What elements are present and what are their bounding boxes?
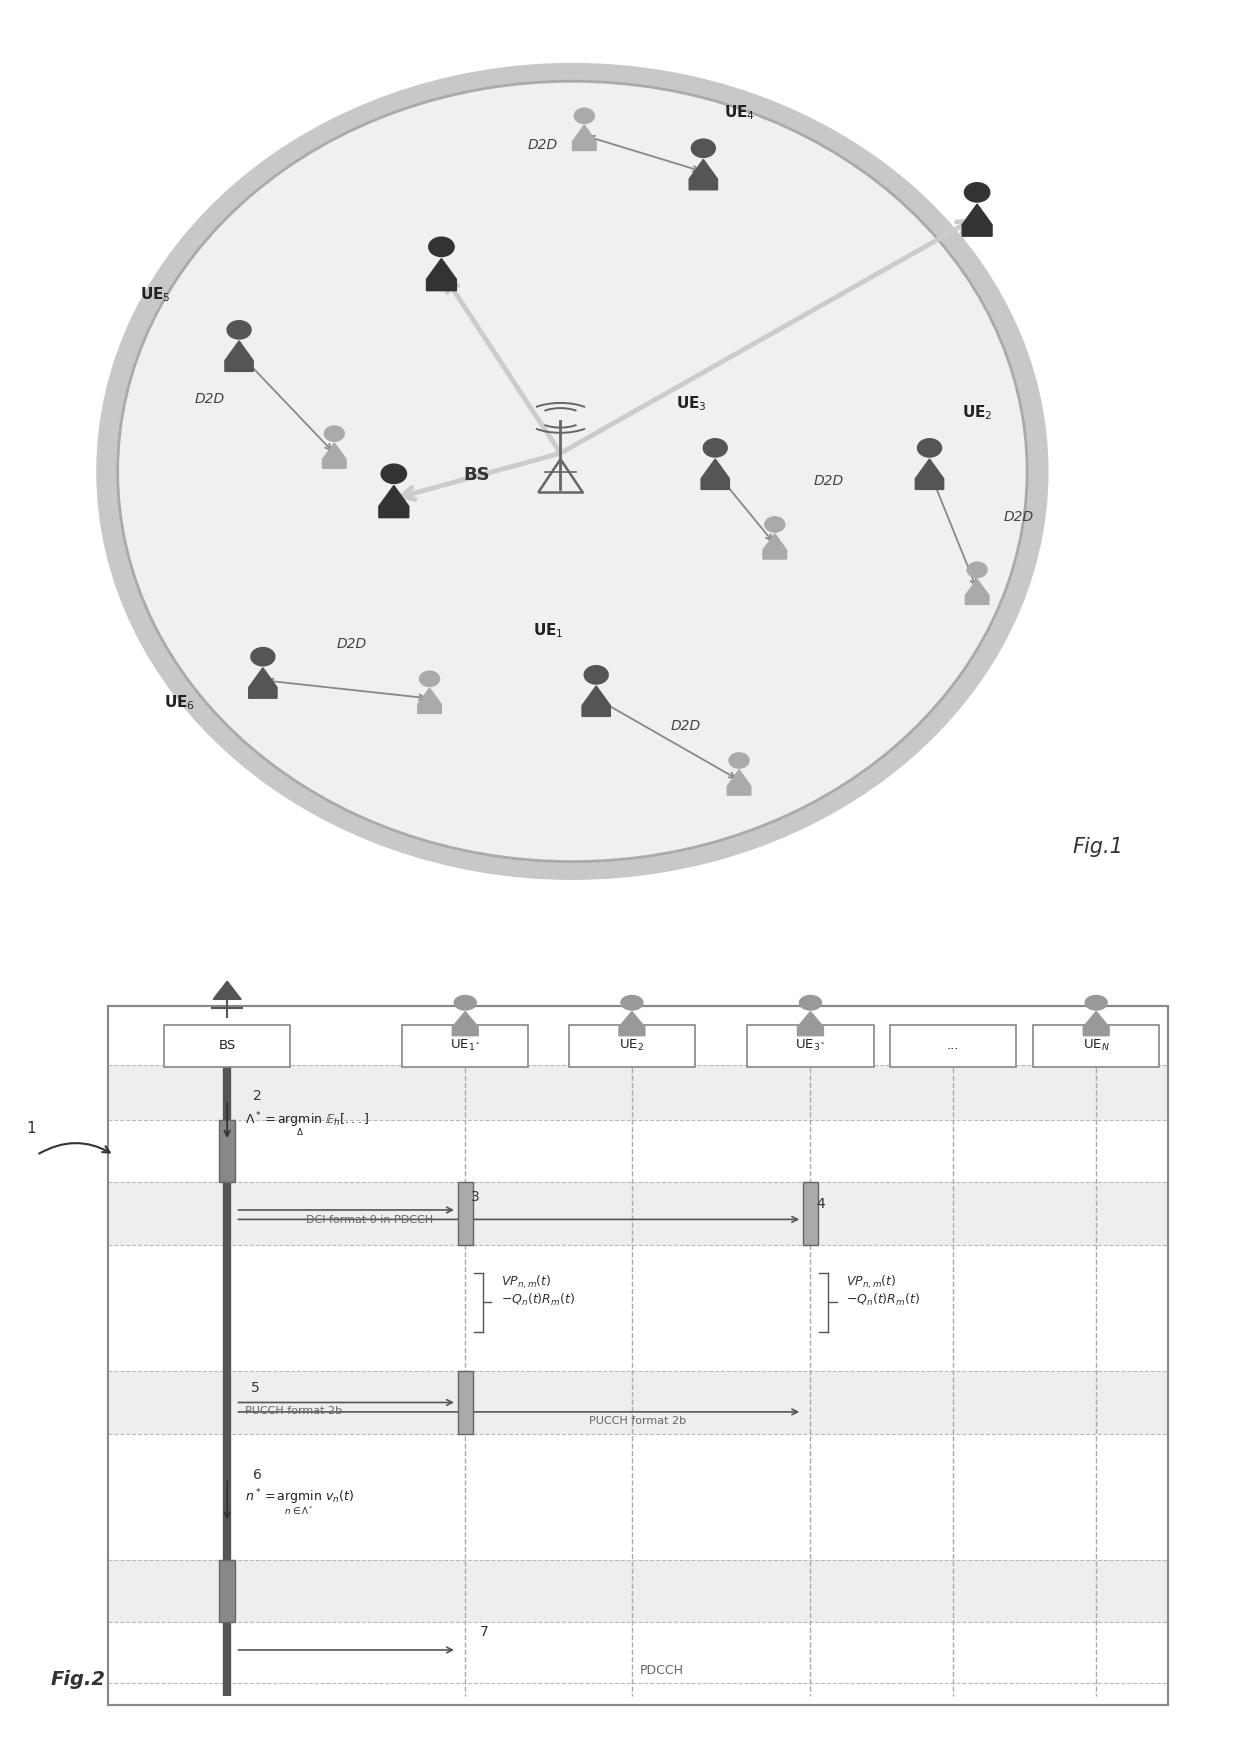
Text: 4: 4 [816, 1198, 825, 1212]
Polygon shape [249, 667, 277, 698]
Circle shape [227, 321, 250, 339]
FancyBboxPatch shape [108, 1559, 1168, 1622]
Text: UE$_2$: UE$_2$ [619, 1039, 645, 1053]
Circle shape [965, 183, 990, 203]
Text: UE$_1$: UE$_1$ [533, 622, 564, 639]
Text: 5: 5 [250, 1381, 259, 1395]
Polygon shape [1084, 1011, 1109, 1035]
Circle shape [765, 517, 785, 533]
Polygon shape [582, 686, 610, 716]
Text: UE$_3$: UE$_3$ [676, 395, 707, 412]
Text: D2D: D2D [195, 393, 224, 407]
Circle shape [918, 438, 941, 457]
Circle shape [584, 665, 608, 684]
Polygon shape [379, 485, 409, 517]
FancyBboxPatch shape [402, 1025, 528, 1067]
Text: $VP_{n,m}(t)$: $VP_{n,m}(t)$ [846, 1273, 897, 1290]
Polygon shape [727, 770, 751, 794]
Text: Fig.2: Fig.2 [51, 1671, 105, 1690]
Ellipse shape [97, 63, 1049, 880]
FancyBboxPatch shape [108, 1622, 1168, 1683]
Text: 6: 6 [253, 1468, 262, 1482]
Polygon shape [224, 340, 253, 372]
Text: $n^* = \underset{n \in \Lambda^*}{\mathrm{argmin}}\ v_n(t)$: $n^* = \underset{n \in \Lambda^*}{\mathr… [246, 1488, 355, 1517]
Polygon shape [915, 459, 944, 489]
FancyBboxPatch shape [108, 1006, 1168, 1704]
Polygon shape [453, 1011, 479, 1035]
Text: PUCCH format 2b: PUCCH format 2b [589, 1416, 687, 1426]
Text: BS: BS [464, 466, 491, 484]
Ellipse shape [118, 82, 1027, 861]
Circle shape [454, 995, 476, 1009]
Circle shape [250, 648, 275, 665]
Text: D2D: D2D [1003, 510, 1034, 524]
Text: 7: 7 [480, 1626, 489, 1639]
Circle shape [800, 995, 821, 1009]
Text: Fig.1: Fig.1 [1073, 836, 1123, 857]
Circle shape [381, 464, 407, 484]
Text: D2D: D2D [813, 473, 843, 489]
Circle shape [703, 438, 727, 457]
Polygon shape [701, 459, 729, 489]
Polygon shape [213, 981, 241, 999]
FancyBboxPatch shape [108, 1119, 1168, 1182]
Text: D2D: D2D [527, 138, 558, 152]
Text: UE$_{1^*}$: UE$_{1^*}$ [450, 1039, 481, 1053]
FancyBboxPatch shape [108, 1065, 1168, 1119]
Text: ...: ... [947, 1039, 960, 1053]
FancyBboxPatch shape [458, 1182, 472, 1245]
FancyBboxPatch shape [108, 1433, 1168, 1559]
Polygon shape [573, 126, 596, 150]
Circle shape [419, 670, 439, 686]
Polygon shape [965, 580, 990, 604]
FancyBboxPatch shape [108, 1245, 1168, 1371]
FancyBboxPatch shape [1033, 1025, 1159, 1067]
Text: UE$_N$: UE$_N$ [1083, 1039, 1110, 1053]
Text: UE$_{3^*}$: UE$_{3^*}$ [795, 1039, 826, 1053]
Polygon shape [418, 688, 441, 714]
FancyBboxPatch shape [458, 1371, 472, 1433]
FancyBboxPatch shape [569, 1025, 694, 1067]
Polygon shape [619, 1011, 645, 1035]
Text: $-Q_n(t)R_m(t)$: $-Q_n(t)R_m(t)$ [846, 1292, 920, 1308]
Circle shape [574, 108, 594, 124]
Polygon shape [763, 534, 786, 559]
Text: DCI format 0 in PDCCH: DCI format 0 in PDCCH [306, 1215, 434, 1226]
Text: PUCCH format 2b: PUCCH format 2b [246, 1406, 342, 1416]
FancyBboxPatch shape [164, 1025, 290, 1067]
Polygon shape [427, 258, 456, 290]
FancyBboxPatch shape [108, 1182, 1168, 1245]
Circle shape [325, 426, 345, 442]
FancyBboxPatch shape [890, 1025, 1017, 1067]
Polygon shape [322, 443, 346, 468]
Text: 1: 1 [26, 1121, 36, 1137]
Text: $-Q_n(t)R_m(t)$: $-Q_n(t)R_m(t)$ [501, 1292, 575, 1308]
Text: D2D: D2D [671, 719, 701, 733]
Polygon shape [689, 159, 718, 190]
Polygon shape [797, 1011, 823, 1035]
Text: UE$_6$: UE$_6$ [164, 693, 195, 712]
Circle shape [967, 562, 987, 578]
Text: 2: 2 [253, 1090, 262, 1103]
Polygon shape [962, 204, 992, 236]
Text: 3: 3 [471, 1189, 480, 1203]
Text: UE$_4$: UE$_4$ [723, 103, 755, 122]
Text: UE$_2$: UE$_2$ [962, 403, 992, 421]
Circle shape [729, 753, 749, 768]
Text: $VP_{n,m}(t)$: $VP_{n,m}(t)$ [501, 1273, 552, 1290]
Text: PDCCH: PDCCH [640, 1664, 683, 1676]
FancyBboxPatch shape [748, 1025, 873, 1067]
Text: BS: BS [218, 1039, 236, 1053]
Text: UE$_5$: UE$_5$ [140, 285, 171, 304]
FancyBboxPatch shape [108, 1371, 1168, 1433]
Circle shape [692, 140, 715, 157]
Text: $\Lambda^* = \underset{\Delta}{\mathrm{argmin}}\ \mathbb{E}_h[...]$: $\Lambda^* = \underset{\Delta}{\mathrm{a… [246, 1110, 370, 1138]
Circle shape [1085, 995, 1107, 1009]
FancyBboxPatch shape [219, 1119, 234, 1182]
Circle shape [429, 237, 454, 257]
Circle shape [621, 995, 642, 1009]
Text: D2D: D2D [337, 637, 367, 651]
FancyBboxPatch shape [802, 1182, 818, 1245]
FancyBboxPatch shape [219, 1559, 234, 1622]
